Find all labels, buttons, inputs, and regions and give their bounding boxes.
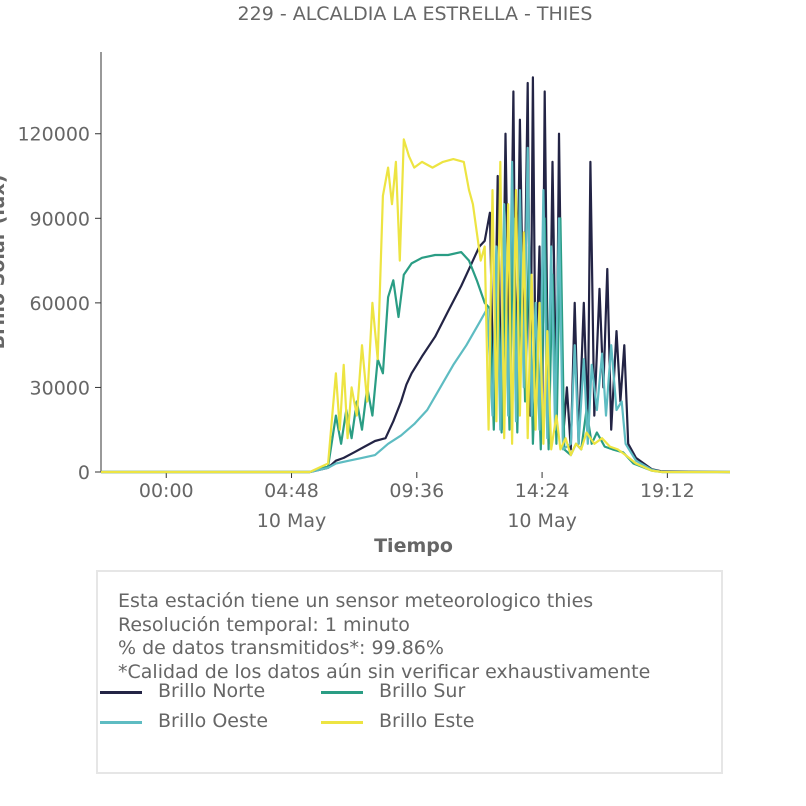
info-box: Esta estación tiene un sensor meteorolog… <box>96 570 723 774</box>
legend-swatch-oeste <box>100 721 142 724</box>
y-tick-label: 0 <box>78 462 90 484</box>
chart-title: 229 - ALCALDIA LA ESTRELLA - THIES <box>237 3 593 25</box>
legend-label-norte: Brillo Norte <box>158 680 266 702</box>
legend-label-este: Brillo Este <box>379 710 475 732</box>
y-axis-label: Brillo Solar (lux) <box>0 175 9 350</box>
info-line-resolution: Resolución temporal: 1 minuto <box>118 613 410 636</box>
info-line-sensor: Esta estación tiene un sensor meteorolog… <box>118 590 594 612</box>
x-tick-date-label: 10 May <box>507 510 577 532</box>
info-text: Esta estación tiene un sensor meteorolog… <box>118 590 650 684</box>
series-line-brillo-norte <box>101 76 731 474</box>
legend-label-sur: Brillo Sur <box>379 680 466 702</box>
x-tick-label: 00:00 <box>139 480 194 502</box>
series-lines <box>101 76 731 474</box>
legend-swatch-norte <box>100 691 142 694</box>
series-line-brillo-oeste <box>101 146 730 474</box>
y-tick-label: 30000 <box>30 377 90 399</box>
x-tick-label: 04:48 <box>264 480 319 502</box>
legend-label-oeste: Brillo Oeste <box>158 710 269 732</box>
axes: Brillo Solar (lux) Tiempo 0 30000 60000 900… <box>0 52 695 557</box>
legend-swatch-sur <box>321 691 363 694</box>
y-tick-label: 120000 <box>17 124 90 146</box>
y-tick-label: 60000 <box>30 293 90 315</box>
legend-swatch-este <box>321 721 363 724</box>
x-axis-label: Tiempo <box>374 535 453 557</box>
y-tick-label: 90000 <box>30 208 90 230</box>
x-tick-label: 09:36 <box>389 480 444 502</box>
series-line-brillo-sur <box>101 217 730 474</box>
x-tick-label: 14:24 <box>515 480 570 502</box>
x-tick-date-label: 10 May <box>257 510 327 532</box>
info-line-transmitted: % de datos transmitidos*: 99.86% <box>118 637 444 659</box>
info-line-quality: *Calidad de los datos aún sin verificar … <box>118 660 651 683</box>
series-line-brillo-este <box>101 138 730 474</box>
x-tick-label: 19:12 <box>640 480 695 502</box>
